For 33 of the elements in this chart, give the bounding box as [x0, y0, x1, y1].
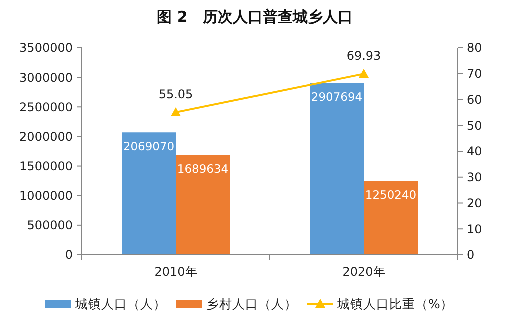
y-tick-label: 500000 — [27, 218, 73, 233]
data-label: 2907694 — [311, 90, 363, 104]
bar — [310, 83, 364, 255]
y2-tick-label: 30 — [467, 170, 482, 185]
data-label: 1250240 — [365, 188, 417, 202]
y-tick-label: 1000000 — [20, 189, 73, 204]
chart-title: 图 2 历次人口普查城乡人口 — [157, 8, 353, 26]
y-tick-label: 3500000 — [20, 41, 73, 56]
y-tick-label: 1500000 — [20, 159, 73, 174]
y2-tick-label: 60 — [467, 92, 482, 107]
data-label: 2069070 — [123, 140, 175, 154]
y2-tick-label: 80 — [467, 41, 482, 56]
y2-tick-label: 0 — [467, 248, 475, 262]
y2-tick-label: 10 — [467, 222, 482, 236]
legend-label: 乡村人口（人） — [206, 296, 298, 312]
bar — [176, 155, 230, 255]
y-tick-label: 2500000 — [20, 100, 73, 114]
y-tick-label: 0 — [65, 248, 73, 262]
data-label: 55.05 — [158, 88, 194, 102]
y-tick-label: 3000000 — [20, 70, 73, 85]
y2-tick-label: 50 — [467, 118, 482, 133]
legend-label: 城镇人口（人） — [74, 296, 166, 312]
data-label: 69.93 — [346, 49, 382, 64]
x-tick-label: 2020年 — [342, 265, 386, 279]
data-label: 1689634 — [177, 162, 229, 176]
y2-tick-label: 70 — [467, 67, 482, 82]
y2-tick-label: 20 — [467, 196, 482, 210]
bar — [122, 132, 176, 255]
bar — [364, 181, 418, 255]
x-tick-label: 2010年 — [154, 265, 198, 279]
y-tick-label: 2000000 — [20, 130, 73, 144]
y2-tick-label: 40 — [467, 144, 482, 159]
legend-label: 城镇人口比重（%） — [336, 296, 454, 312]
